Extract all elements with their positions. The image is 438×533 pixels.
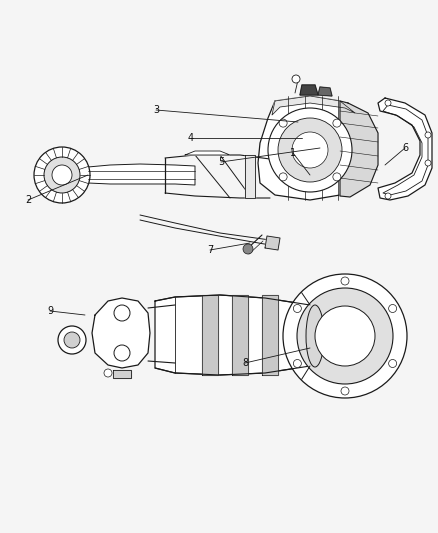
Circle shape [292, 75, 300, 83]
Circle shape [389, 359, 397, 367]
Circle shape [58, 326, 86, 354]
Text: 5: 5 [218, 157, 224, 167]
Circle shape [283, 274, 407, 398]
Circle shape [278, 118, 342, 182]
Circle shape [292, 132, 328, 168]
Text: 1: 1 [290, 148, 296, 158]
Polygon shape [88, 164, 195, 185]
Circle shape [268, 108, 352, 192]
Text: 4: 4 [188, 133, 194, 143]
Polygon shape [265, 236, 280, 250]
Circle shape [333, 119, 341, 127]
Circle shape [297, 288, 393, 384]
Circle shape [385, 100, 391, 106]
Text: 8: 8 [242, 358, 248, 368]
Circle shape [315, 306, 375, 366]
Circle shape [114, 345, 130, 361]
Circle shape [425, 132, 431, 138]
Polygon shape [185, 151, 230, 155]
Text: 7: 7 [207, 245, 213, 255]
Polygon shape [262, 295, 278, 375]
Polygon shape [155, 295, 330, 375]
Circle shape [389, 304, 397, 312]
Polygon shape [113, 370, 131, 378]
Circle shape [341, 387, 349, 395]
Text: 2: 2 [25, 195, 31, 205]
Circle shape [333, 173, 341, 181]
Polygon shape [318, 87, 332, 96]
Circle shape [279, 119, 287, 127]
Circle shape [279, 173, 287, 181]
Circle shape [425, 160, 431, 166]
Circle shape [293, 359, 301, 367]
Circle shape [293, 304, 301, 312]
Circle shape [52, 165, 72, 185]
Polygon shape [245, 155, 255, 198]
Circle shape [44, 157, 80, 193]
Circle shape [64, 332, 80, 348]
Polygon shape [272, 96, 355, 115]
Text: 3: 3 [153, 105, 159, 115]
Ellipse shape [306, 305, 324, 367]
Text: 6: 6 [402, 143, 408, 153]
Text: 9: 9 [47, 306, 53, 316]
Circle shape [104, 369, 112, 377]
Polygon shape [92, 298, 150, 368]
Polygon shape [258, 96, 360, 200]
Circle shape [34, 147, 90, 203]
Polygon shape [340, 101, 378, 197]
Polygon shape [232, 295, 248, 375]
Circle shape [243, 244, 253, 254]
Polygon shape [300, 85, 318, 95]
Polygon shape [378, 98, 432, 200]
Circle shape [114, 305, 130, 321]
Polygon shape [202, 295, 218, 375]
Circle shape [341, 277, 349, 285]
Circle shape [385, 193, 391, 199]
